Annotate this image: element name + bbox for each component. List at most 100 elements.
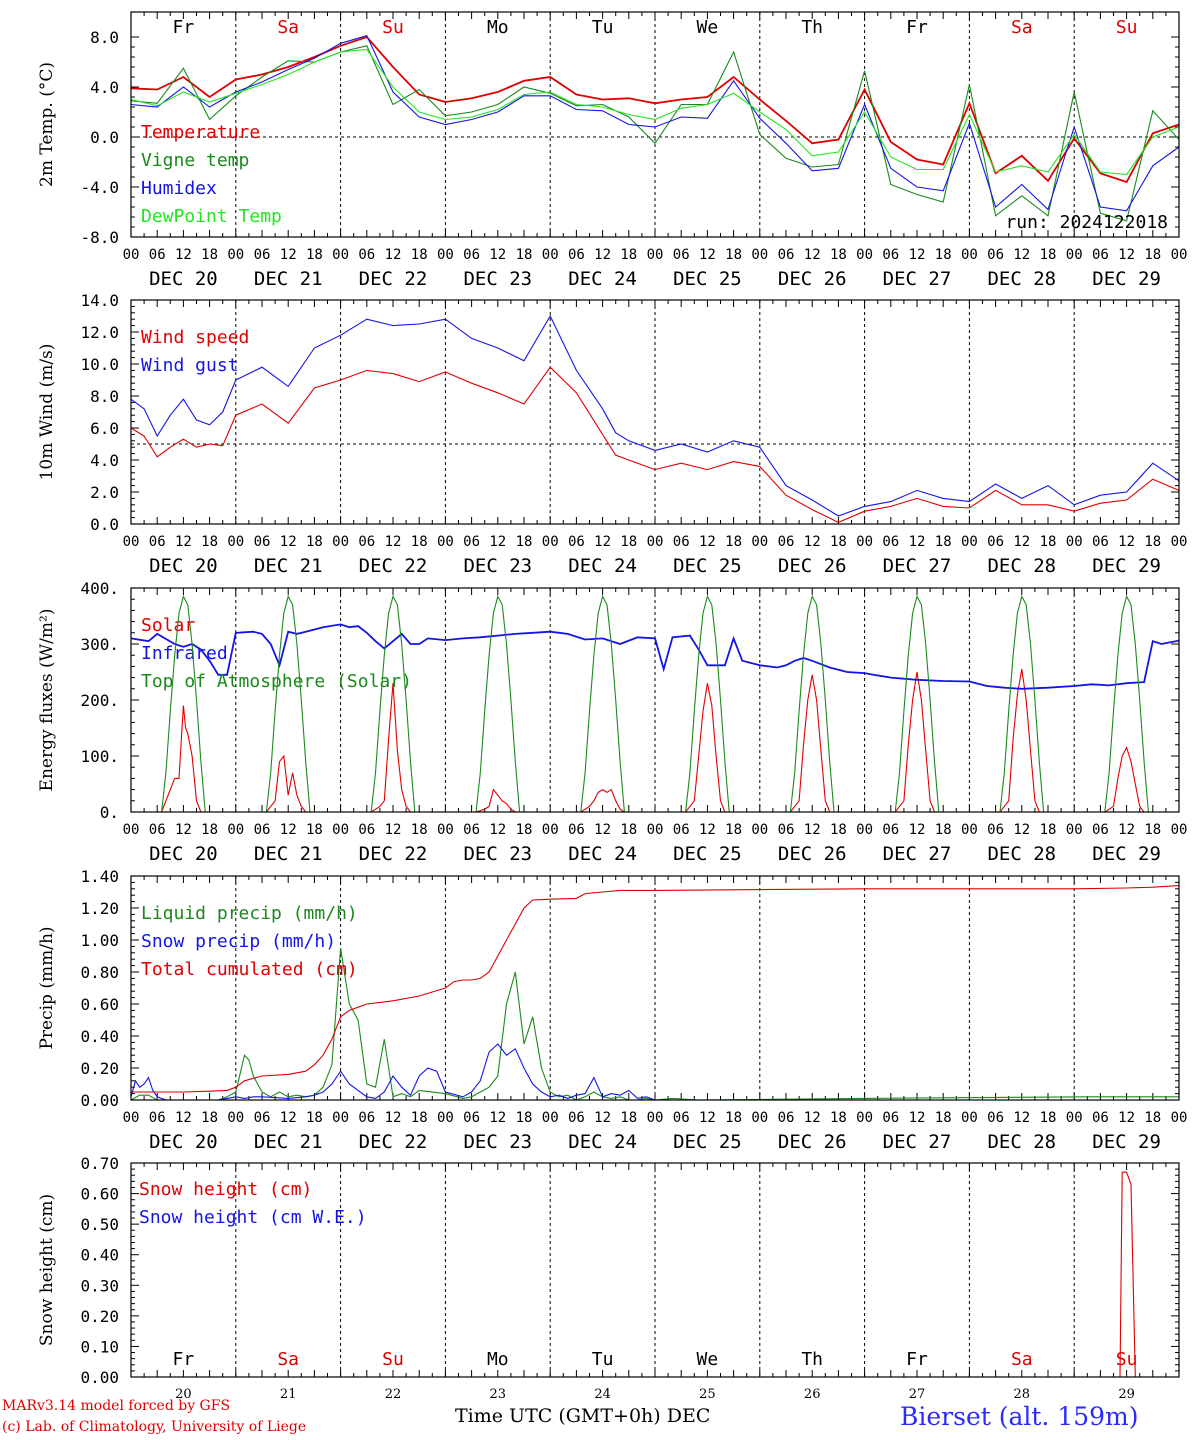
x-hour-label: 18 [620,1110,637,1126]
x-date-label: DEC 27 [883,843,952,865]
weekday-label: Sa [277,1349,299,1370]
x-hour-label: 00 [123,534,140,550]
x-hour-label: 12 [1013,247,1030,263]
x-hour-label: 06 [778,1110,795,1126]
x-hour-label: 12 [594,534,611,550]
y-tick-label: 0.20 [80,1059,119,1078]
x-hour-label: 00 [1066,822,1083,838]
y-tick-label: 4.0 [90,451,119,470]
x-hour-label: 12 [804,534,821,550]
x-hour-label: 00 [751,247,768,263]
x-hour-label: 18 [306,1110,323,1126]
weekday-label: Mo [487,1349,509,1370]
x-hour-label: 06 [463,1110,480,1126]
x-hour-label: 18 [935,247,952,263]
legend-entry: Liquid precip (mm/h) [141,903,358,924]
x-hour-label: 12 [804,247,821,263]
x-hour-label: 18 [201,247,218,263]
x-hour-label: 12 [489,247,506,263]
x-hour-label: 06 [358,822,375,838]
y-tick-label: 0.70 [80,1154,119,1173]
x-date-label: DEC 20 [149,555,218,577]
x-date-label: DEC 28 [987,268,1056,290]
weekday-label: Th [801,17,823,38]
legend-entry: DewPoint Temp [141,206,282,227]
x-hour-label: 06 [568,247,585,263]
series-line-2 [130,314,1180,517]
y-tick-label: 0.00 [80,1091,119,1110]
x-hour-label: 12 [280,247,297,263]
weekday-label: Su [1116,1349,1138,1370]
y-tick-label: 1.00 [80,931,119,950]
series-line-2 [130,1043,1179,1101]
x-date-label: DEC 23 [463,1131,532,1153]
plot-frame [130,587,1180,813]
legend-entry: Wind gust [141,355,239,376]
x-hour-label: 18 [411,1110,428,1126]
y-axis-label: 2m Temp. (°C) [37,62,57,187]
y-tick-label: 2.0 [90,483,119,502]
x-hour-label: 12 [280,1110,297,1126]
x-hour-label: 06 [987,534,1004,550]
y-axis-label: Snow height (cm) [37,1194,57,1346]
weekday-label: Sa [1011,17,1033,38]
x-hour-label: 00 [961,534,978,550]
x-hour-label: 18 [306,247,323,263]
x-hour-label: 12 [385,247,402,263]
day-number-label: 24 [594,1387,611,1400]
panel-1: -8.0 -4.0 0.0 4.0 8.0 2m Temp. (°C) Temperatur… [37,11,1187,290]
x-hour-label: 12 [909,247,926,263]
y-tick-label: 200. [80,691,119,710]
y-tick-label: 0. [100,803,119,822]
y-axis-label: 10m Wind (m/s) [37,344,57,481]
x-hour-label: 00 [647,1110,664,1126]
x-hour-label: 06 [882,534,899,550]
x-hour-label: 06 [778,822,795,838]
x-hour-label: 00 [961,1110,978,1126]
x-hour-label: 00 [647,247,664,263]
x-hour-label: 06 [673,534,690,550]
y-tick-label: 0.20 [80,1307,119,1326]
series-line-1 [131,1171,1179,1378]
legend-entry: Infrared [141,643,228,664]
x-hour-label: 00 [751,822,768,838]
plot-frame [130,299,1180,525]
x-hour-label: 12 [280,534,297,550]
x-axis-title-text: Time UTC (GMT+0h) [455,1405,661,1427]
run-label: run: 2024122018 [1005,212,1168,233]
x-hour-label: 18 [725,534,742,550]
x-hour-label: 06 [358,534,375,550]
x-hour-label: 00 [123,247,140,263]
x-hour-label: 00 [856,822,873,838]
x-hour-label: 06 [987,1110,1004,1126]
x-hour-label: 00 [856,247,873,263]
x-date-label: DEC 24 [568,268,637,290]
x-date-label: DEC 20 [149,843,218,865]
x-hour-label: 00 [647,534,664,550]
x-hour-label: 12 [699,534,716,550]
weekday-label: Sa [1011,1349,1033,1370]
x-hour-label: 18 [725,1110,742,1126]
x-date-label: DEC 20 [149,268,218,290]
x-hour-label: 18 [1144,534,1161,550]
x-hour-label: 12 [699,247,716,263]
x-hour-label: 00 [647,822,664,838]
x-date-label: DEC 22 [359,268,428,290]
x-hour-label: 06 [673,1110,690,1126]
x-hour-label: 12 [594,1110,611,1126]
weekday-label: Fr [906,17,928,38]
x-hour-label: 00 [1066,534,1083,550]
x-hour-label: 18 [1040,822,1057,838]
x-date-label: DEC 21 [254,555,323,577]
x-hour-label: 18 [201,822,218,838]
x-hour-label: 18 [1144,247,1161,263]
x-hour-label: 18 [830,822,847,838]
x-hour-label: 00 [751,534,768,550]
x-hour-label: 18 [935,534,952,550]
meteogram-chart: -8.0 -4.0 0.0 4.0 8.0 2m Temp. (°C) Temperatur… [37,11,1187,1400]
series-line-3 [131,885,1180,1093]
x-hour-label: 06 [358,247,375,263]
x-hour-label: 18 [620,822,637,838]
legend-entry: Total cumulated (cm) [141,959,358,980]
plot-frame [130,875,1180,1101]
